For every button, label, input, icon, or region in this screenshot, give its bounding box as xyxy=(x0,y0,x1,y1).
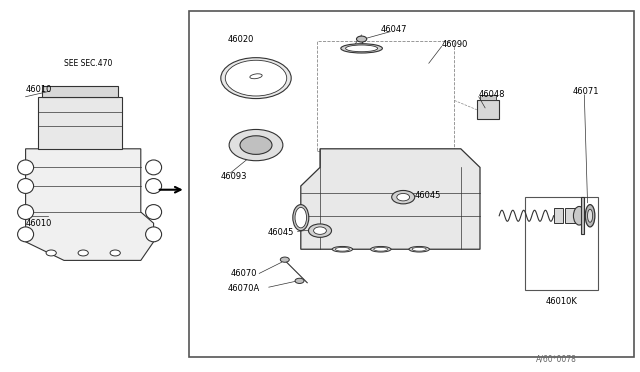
Ellipse shape xyxy=(409,246,429,252)
Ellipse shape xyxy=(146,205,161,219)
Bar xyxy=(565,208,576,223)
Ellipse shape xyxy=(18,160,34,175)
Ellipse shape xyxy=(250,74,262,79)
Ellipse shape xyxy=(573,206,585,225)
Text: 46071: 46071 xyxy=(573,87,599,96)
Ellipse shape xyxy=(146,179,161,193)
Ellipse shape xyxy=(346,45,378,52)
Circle shape xyxy=(356,36,367,42)
Text: 46010: 46010 xyxy=(26,219,52,228)
Polygon shape xyxy=(26,149,154,260)
Text: 46070A: 46070A xyxy=(227,284,259,293)
Ellipse shape xyxy=(588,209,593,222)
Ellipse shape xyxy=(292,205,308,231)
Circle shape xyxy=(240,136,272,154)
Ellipse shape xyxy=(18,205,34,219)
Text: A/60*0078: A/60*0078 xyxy=(536,355,577,363)
Circle shape xyxy=(225,60,287,96)
Ellipse shape xyxy=(374,247,388,251)
Text: 46047: 46047 xyxy=(381,25,407,34)
Ellipse shape xyxy=(332,246,353,252)
Text: 46010: 46010 xyxy=(26,85,52,94)
Bar xyxy=(317,41,454,151)
Text: 46010K: 46010K xyxy=(546,297,577,306)
Circle shape xyxy=(397,193,410,201)
Circle shape xyxy=(280,257,289,262)
Bar xyxy=(42,86,118,97)
Ellipse shape xyxy=(18,179,34,193)
Bar xyxy=(38,97,122,149)
Circle shape xyxy=(392,190,415,204)
Bar xyxy=(189,11,634,357)
Circle shape xyxy=(229,129,283,161)
Text: 46070: 46070 xyxy=(230,269,257,278)
Text: 46093: 46093 xyxy=(221,172,247,181)
Circle shape xyxy=(221,58,291,99)
Circle shape xyxy=(46,250,56,256)
Circle shape xyxy=(314,227,326,234)
Bar xyxy=(554,208,563,223)
Text: SEE SEC.470: SEE SEC.470 xyxy=(64,59,113,68)
Text: 46045: 46045 xyxy=(415,191,441,200)
Text: 46048: 46048 xyxy=(479,90,505,99)
Ellipse shape xyxy=(586,205,595,227)
Ellipse shape xyxy=(340,44,383,53)
Circle shape xyxy=(308,224,332,237)
Ellipse shape xyxy=(335,247,349,251)
Ellipse shape xyxy=(371,246,391,252)
Ellipse shape xyxy=(146,160,161,175)
Text: 46090: 46090 xyxy=(442,40,468,49)
Polygon shape xyxy=(301,149,480,249)
Polygon shape xyxy=(320,48,448,141)
Bar xyxy=(581,197,584,234)
Bar xyxy=(477,100,499,119)
Ellipse shape xyxy=(295,208,307,228)
Ellipse shape xyxy=(18,227,34,242)
Circle shape xyxy=(78,250,88,256)
Text: 46020: 46020 xyxy=(227,35,253,44)
Bar xyxy=(525,197,598,290)
Circle shape xyxy=(295,278,304,283)
Ellipse shape xyxy=(412,247,426,251)
Text: 46045: 46045 xyxy=(268,228,294,237)
Ellipse shape xyxy=(146,227,161,242)
Circle shape xyxy=(110,250,120,256)
Bar xyxy=(480,95,496,100)
